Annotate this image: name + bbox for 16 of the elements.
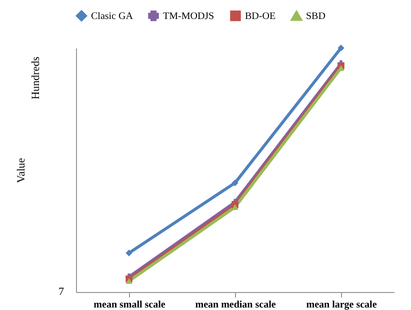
x-tick-label: mean small scale <box>94 300 166 310</box>
legend-label: Clasic GA <box>91 10 134 22</box>
x-tick-label: mean median scale <box>195 300 276 310</box>
point <box>338 44 344 52</box>
text: 7 <box>58 286 64 298</box>
text: Hundreds <box>30 56 42 100</box>
point <box>232 180 238 186</box>
y-axis-title: Value <box>16 158 28 184</box>
point <box>126 278 132 284</box>
legend-label: TM-MODJS <box>163 10 214 22</box>
point <box>338 65 344 71</box>
x-tick-label: mean large scale <box>306 300 378 310</box>
legend-label: SBD <box>306 11 326 22</box>
point <box>232 204 238 210</box>
point <box>126 250 132 256</box>
legend-label: BD-OE <box>245 10 276 22</box>
